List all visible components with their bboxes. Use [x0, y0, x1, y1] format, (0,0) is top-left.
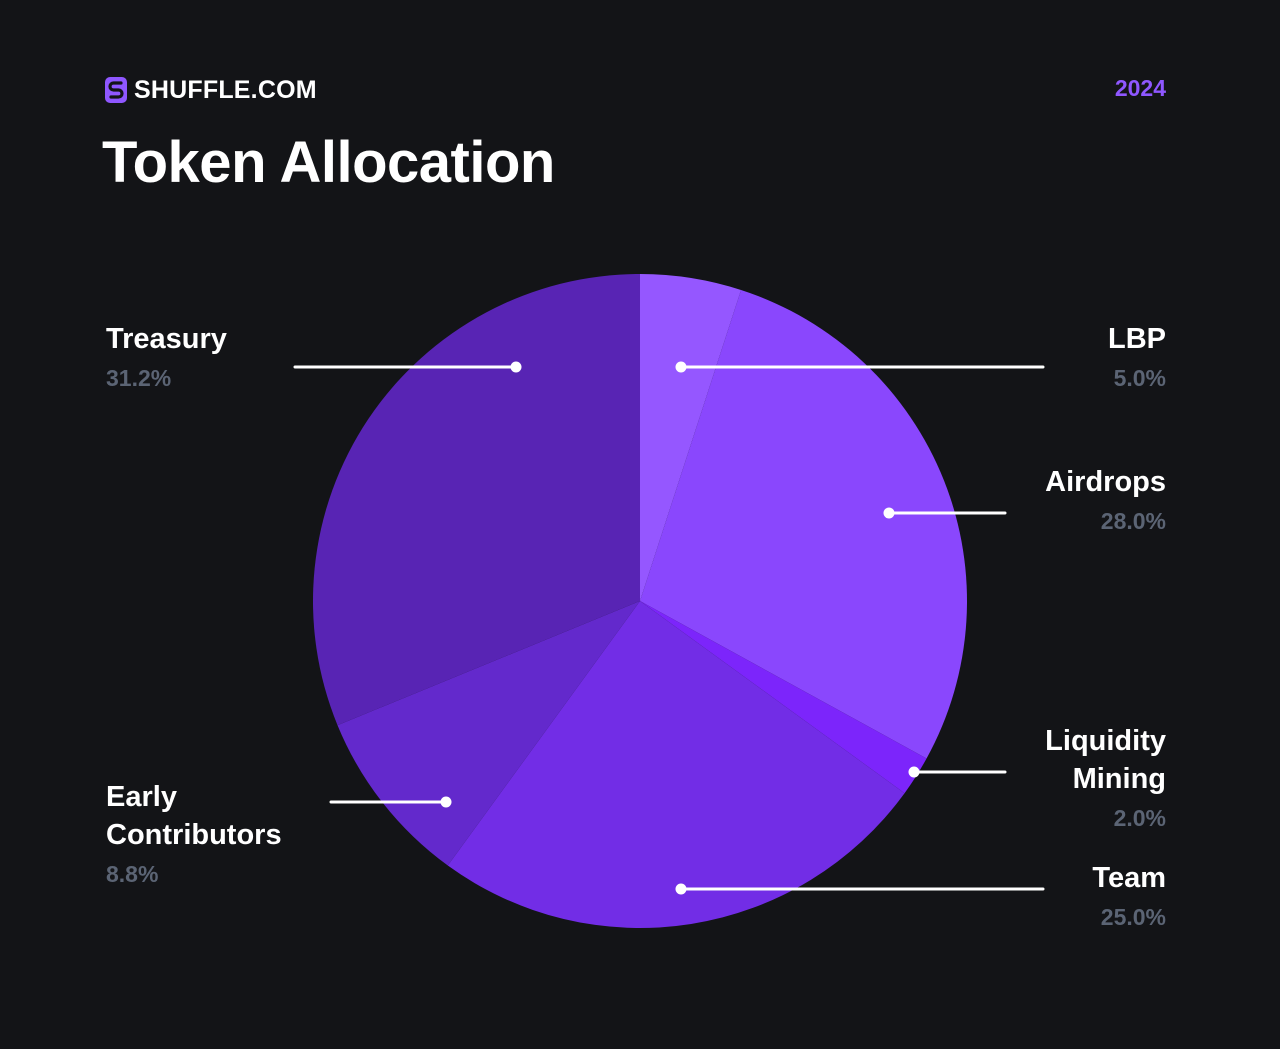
label-airdrops-name: Airdrops	[1045, 466, 1166, 498]
label-team: Team 25.0%	[906, 859, 1166, 932]
label-early-contributors: Early Contributors 8.8%	[106, 778, 366, 889]
label-early-contributors-value: 8.8%	[106, 861, 159, 887]
leader-dot-airdrops	[883, 507, 895, 519]
label-team-name: Team	[1092, 862, 1166, 894]
year-label: 2024	[1114, 75, 1166, 101]
label-lbp-name: LBP	[1108, 323, 1166, 355]
label-lbp-value: 5.0%	[1113, 365, 1166, 391]
leader-dot-lbp	[675, 361, 687, 373]
pie-slice-liquidity-mining	[640, 601, 927, 794]
label-liquidity-mining-name: Liquidity Mining	[1045, 725, 1166, 795]
leader-dot-early	[440, 796, 452, 808]
pie-slice-early-contributors	[337, 601, 640, 866]
pie-slice-team	[447, 601, 905, 929]
shuffle-logo-icon	[105, 77, 127, 103]
label-team-value: 25.0%	[1100, 904, 1166, 930]
label-liquidity-mining: Liquidity Mining 2.0%	[906, 722, 1166, 833]
leader-lines	[293, 365, 1045, 891]
chart-title: Token Allocation	[102, 130, 555, 195]
brand: SHUFFLE.COM	[104, 74, 317, 106]
label-treasury-name: Treasury	[106, 323, 227, 355]
brand-name: SHUFFLE.COM	[134, 76, 317, 104]
leader-dots	[440, 361, 920, 895]
label-lbp: LBP 5.0%	[906, 320, 1166, 393]
pie-slice-treasury	[312, 274, 640, 726]
pie-slices	[312, 274, 967, 929]
label-early-contributors-name: Early Contributors	[106, 781, 282, 851]
pie-slice-airdrops	[640, 290, 967, 759]
label-airdrops-value: 28.0%	[1100, 508, 1166, 534]
leader-dot-liquidity	[908, 766, 920, 778]
label-airdrops: Airdrops 28.0%	[906, 463, 1166, 536]
label-treasury-value: 31.2%	[106, 365, 172, 391]
leader-dot-treasury	[510, 361, 522, 373]
pie-slice-lbp	[640, 274, 742, 601]
leader-dot-team	[675, 883, 687, 895]
label-liquidity-mining-value: 2.0%	[1113, 805, 1166, 831]
label-treasury: Treasury 31.2%	[106, 320, 366, 393]
